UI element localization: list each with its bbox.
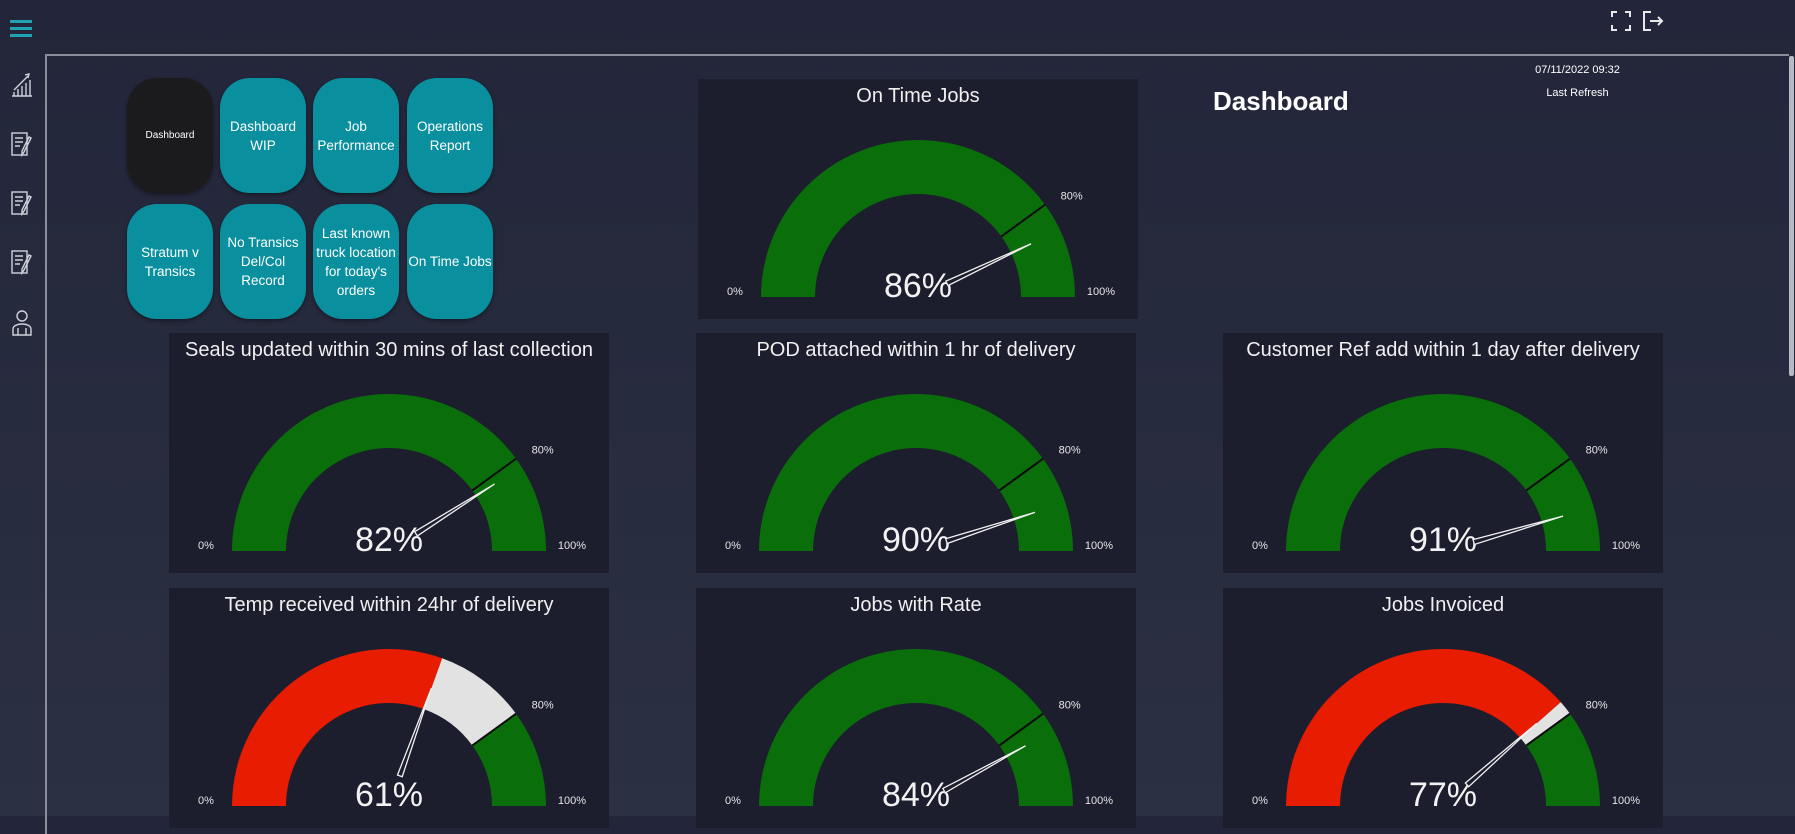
document-edit-icon[interactable] [10,248,34,276]
nav-button-on-time-jobs[interactable]: On Time Jobs [407,204,493,319]
gauge-min-label: 0% [1252,540,1268,552]
gauge-fill-arc [1286,649,1561,806]
gauge-fill-arc [232,394,546,551]
gauge-chart: 86% 0% 100% 80% [727,140,1115,305]
nav-button-dashboard-wip[interactable]: Dashboard WIP [220,78,306,193]
gauge-value-label: 61% [355,776,423,814]
fullscreen-icon[interactable] [1610,10,1632,32]
gauge-card[interactable]: Jobs Invoiced 77% 0% 100% 80% [1223,588,1663,828]
gauge-title: Jobs with Rate [850,594,982,616]
gauge-target-line [1525,457,1571,492]
gauge-target-zone-arc [472,713,546,806]
gauge-max-label: 100% [1612,795,1640,807]
gauge-target-line [1000,203,1046,238]
gauge-value-label: 82% [355,521,423,559]
gauge-chart: 61% 0% 100% 80% [198,649,586,814]
gauge-value-label: 84% [882,776,950,814]
nav-button-stratum-v-transics[interactable]: Stratum v Transics [127,204,213,319]
gauge-max-label: 100% [558,540,586,552]
gauge-fill-arc [759,649,1073,806]
gauge-card[interactable]: Jobs with Rate 84% 0% 100% 80% [696,588,1136,828]
gauge-card[interactable]: POD attached within 1 hr of delivery 90% 0… [696,333,1136,573]
gauge-target-line [998,712,1044,747]
gauge-chart: 82% 0% 100% 80% [198,394,586,559]
gauge-max-label: 100% [1085,540,1113,552]
gauge-needle [941,745,1026,794]
gauge-remainder-arc [1520,702,1571,746]
nav-button-last-known-truck-location-for-today-s-orders[interactable]: Last known truck location for today's or… [313,204,399,319]
gauge-target-line [1525,712,1571,747]
gauge-chart: 84% 0% 100% 80% [725,649,1113,814]
gauge-max-label: 100% [1612,540,1640,552]
gauge-target-label: 80% [1059,699,1081,711]
gauge-min-label: 0% [725,540,741,552]
last-refresh-label: Last Refresh [1546,87,1609,99]
document-edit-icon[interactable] [10,189,34,217]
hamburger-menu-button[interactable] [10,20,32,38]
last-refresh-time: 07/11/2022 09:32 [1535,64,1620,76]
gauge-chart: 77%0% 100%80% [1252,649,1640,814]
gauge-min-label: 0% [1252,795,1268,807]
gauge-target-line [998,457,1044,492]
gauge-needle [1464,722,1538,788]
gauge-min-label: 0% [727,286,743,298]
nav-button-no-transics-del-col-record[interactable]: No Transics Del/Col Record [220,204,306,319]
gauge-fill-arc [759,394,1073,551]
gauge-title: Seals updated within 30 mins of last col… [184,339,593,361]
gauge-fill-arc [232,649,443,806]
gauge-target-label: 80% [1061,190,1083,202]
gauge-target-label: 80% [1059,444,1081,456]
gauge-needle [944,511,1036,545]
gauge-title: Temp received within 24hr of delivery [224,594,554,616]
gauge-max-label: 100% [1087,286,1115,298]
gauge-target-line [471,712,517,747]
gauge-needle [945,243,1032,287]
gauge-min-label: 0% [198,795,214,807]
gauge-card[interactable]: Customer Ref add within 1 day after deli… [1223,333,1663,573]
gauge-fill-arc [1286,394,1600,551]
sign-out-icon[interactable] [1642,10,1664,32]
gauge-title: Jobs Invoiced [1381,594,1505,616]
report-canvas [45,54,1789,834]
gauge-target-line [471,457,517,492]
gauge-card[interactable]: On Time Jobs 86% 0% 100% 80% [698,79,1138,319]
gauge-target-label: 80% [532,444,554,456]
nav-button-dashboard[interactable]: Dashboard [127,78,213,193]
gauge-title: Customer Ref add within 1 day after deli… [1246,339,1640,361]
gauge-target-label: 80% [1586,444,1608,456]
gauge-max-label: 100% [1085,795,1113,807]
gauge-card[interactable]: Seals updated within 30 mins of last col… [169,333,609,573]
nav-button-job-performance[interactable]: Job Performance [313,78,399,193]
gauge-min-label: 0% [198,540,214,552]
gauge-fill-arc [761,140,1075,297]
gauge-target-zone-arc [1526,713,1600,806]
document-edit-icon[interactable] [10,130,34,158]
gauge-needle [413,483,495,537]
gauge-target-label: 80% [532,699,554,711]
page-title: Dashboard [1213,86,1349,116]
gauge-value-label: 91% [1409,521,1477,559]
gauge-card[interactable]: Temp received within 24hr of delivery 61%… [169,588,609,828]
gauge-needle [396,688,432,778]
vertical-scrollbar[interactable] [1789,56,1794,376]
gauge-chart: 91% 0% 100% 80% [1252,394,1640,559]
gauge-remainder-arc [423,658,517,746]
gauge-chart: 90% 0% 100% 80% [725,394,1113,559]
gauge-min-label: 0% [725,795,741,807]
gauge-value-label: 86% [884,267,952,305]
gauge-max-label: 100% [558,795,586,807]
gauge-value-label: 90% [882,521,950,559]
users-icon[interactable] [10,308,34,336]
gauge-target-label: 80% [1586,699,1608,711]
nav-button-operations-report[interactable]: Operations Report [407,78,493,193]
growth-chart-icon[interactable] [10,70,34,98]
gauge-title: POD attached within 1 hr of delivery [756,339,1076,361]
gauge-needle [1472,515,1564,546]
gauge-title: On Time Jobs [856,85,980,107]
